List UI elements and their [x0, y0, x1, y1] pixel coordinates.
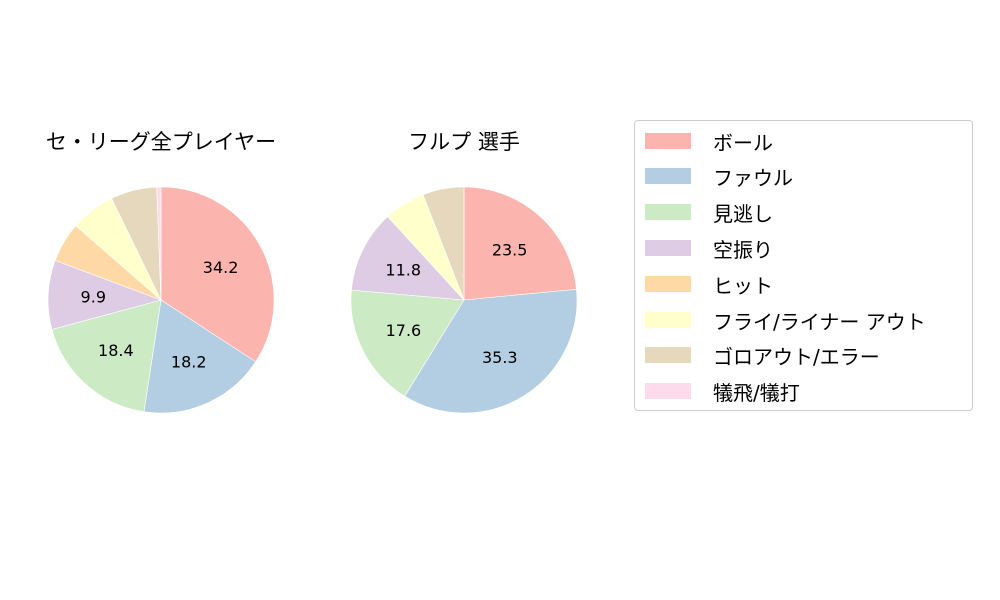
pie-chart-player: 23.5 35.3 17.6 11.8	[350, 186, 578, 414]
legend-label: フライ/ライナー アウト	[713, 309, 926, 334]
legend-swatch	[645, 240, 691, 256]
pie-slice	[51, 299, 162, 413]
slice-label: 18.4	[98, 341, 134, 360]
legend-swatch	[645, 204, 691, 220]
legend-swatch	[645, 168, 691, 184]
legend-swatch	[645, 312, 691, 328]
slice-label: 35.3	[482, 348, 518, 367]
legend-item-hit: ヒット	[645, 271, 773, 298]
legend-label: 見逃し	[713, 201, 773, 226]
legend: ボール ファウル 見逃し 空振り ヒット フライ/ライナー アウト ゴロアウト/…	[634, 120, 973, 411]
pie-slice	[143, 299, 257, 414]
legend-item-sacrifice: 犠飛/犠打	[645, 378, 800, 405]
legend-item-called-strike: 見逃し	[645, 199, 773, 226]
legend-swatch	[645, 133, 691, 149]
legend-item-ball: ボール	[645, 128, 773, 155]
pie-slice	[404, 289, 578, 414]
pie2-title: フルプ 選手	[408, 130, 520, 154]
legend-label: ヒット	[713, 273, 773, 298]
slice-label: 34.2	[203, 258, 239, 277]
pie-slice	[463, 186, 577, 301]
pie-chart-league: 34.2 18.2 18.4 9.9	[47, 186, 275, 414]
legend-item-fly-out: フライ/ライナー アウト	[645, 307, 926, 334]
pie-slice	[422, 186, 465, 301]
legend-item-swinging-strike: 空振り	[645, 235, 773, 262]
slice-label: 11.8	[385, 260, 421, 279]
legend-label: 犠飛/犠打	[713, 380, 800, 405]
pie-slice	[160, 186, 275, 363]
pie-slice	[350, 289, 465, 397]
pie-slice	[156, 186, 162, 301]
legend-label: ボール	[713, 130, 773, 155]
legend-swatch	[645, 276, 691, 292]
legend-label: 空振り	[713, 237, 773, 262]
pie1-title: セ・リーグ全プレイヤー	[45, 130, 277, 154]
legend-item-ground-out: ゴロアウト/エラー	[645, 342, 880, 369]
legend-label: ゴロアウト/エラー	[713, 344, 880, 369]
slice-label: 9.9	[81, 287, 106, 306]
pie-slice	[351, 216, 465, 301]
slice-label: 18.2	[171, 352, 207, 371]
legend-label: ファウル	[713, 165, 793, 190]
legend-swatch	[645, 347, 691, 363]
legend-swatch	[645, 383, 691, 399]
legend-item-foul: ファウル	[645, 163, 793, 190]
slice-label: 23.5	[492, 240, 528, 259]
slice-label: 17.6	[386, 321, 422, 340]
